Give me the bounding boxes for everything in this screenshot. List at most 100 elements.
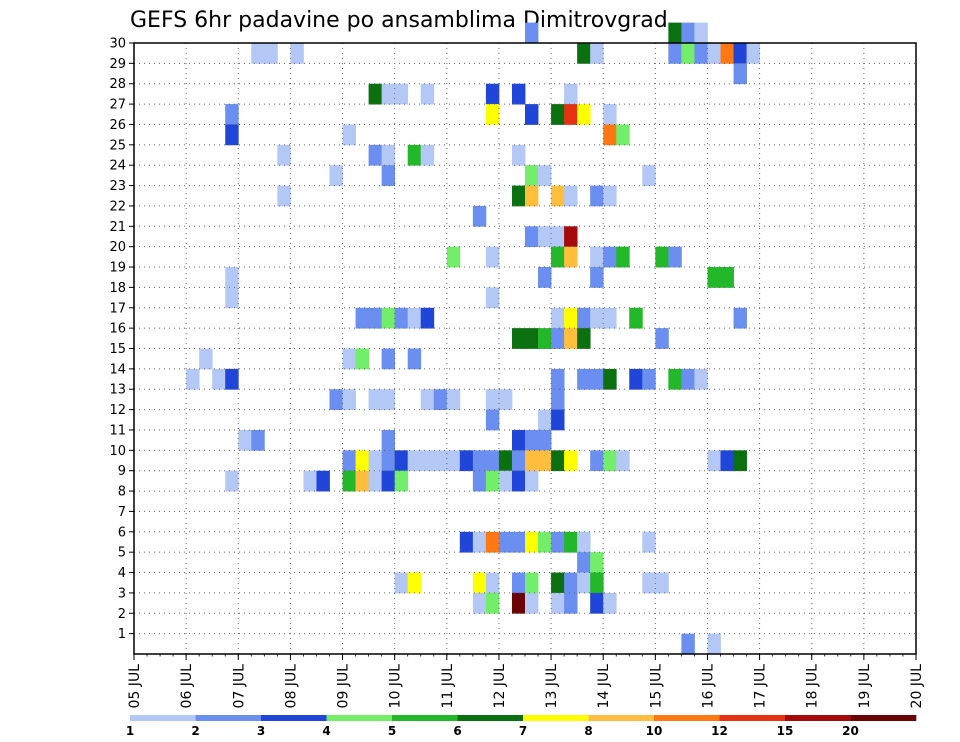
y-tick-label: 6 (118, 525, 126, 540)
colorbar-swatch (523, 715, 589, 721)
heatmap-cell (433, 389, 448, 410)
heatmap-cell (472, 572, 487, 594)
heatmap-cell (538, 328, 552, 349)
heatmap-cell (525, 592, 539, 614)
heatmap-cell (655, 328, 669, 349)
heatmap-cell (186, 368, 200, 390)
heatmap-cell (368, 307, 383, 329)
x-axis: 05 JUL 06 JUL 07 JUL 08 JUL 09 JUL 10 JUL 11 J… (127, 654, 925, 708)
heatmap-cell (212, 368, 226, 390)
x-tick-label: 11 JUL (440, 664, 456, 709)
y-tick-label: 10 (109, 444, 126, 459)
x-tick-label: 19 JUL (857, 664, 873, 709)
y-tick-label: 14 (109, 362, 126, 377)
heatmap-cell (420, 307, 435, 329)
heatmap-cell (407, 450, 422, 472)
heatmap-cell (525, 22, 539, 44)
y-tick-label: 12 (109, 403, 126, 418)
x-tick-label: 17 JUL (753, 664, 769, 709)
heatmap-cell (368, 144, 383, 166)
colorbar-swatch (588, 715, 655, 721)
heatmap-cell (472, 205, 487, 227)
heatmap-cell (603, 368, 617, 390)
heatmap-cell (564, 185, 578, 207)
x-tick-label: 05 JUL (127, 664, 143, 709)
grid-layer (134, 43, 916, 654)
heatmap-cell (564, 83, 578, 105)
heatmap-cell (538, 409, 552, 431)
colorbar-label: 15 (777, 724, 794, 738)
heatmap-cell (590, 43, 604, 64)
heatmap-cell (681, 43, 695, 64)
y-tick-label: 27 (109, 98, 126, 113)
heatmap-cell (511, 328, 526, 349)
heatmap-cell (225, 368, 239, 390)
y-tick-label: 11 (109, 423, 126, 438)
colorbar-label: 10 (646, 724, 663, 738)
heatmap-cell (381, 429, 396, 451)
heatmap-cell (394, 450, 409, 472)
heatmap-cell (642, 165, 656, 186)
heatmap-cell (538, 429, 552, 451)
x-tick-label: 10 JUL (388, 664, 404, 709)
colorbar-swatch (130, 715, 196, 721)
heatmap-cell (681, 22, 695, 44)
y-tick-label: 15 (109, 342, 126, 357)
heatmap-cell (525, 470, 539, 492)
heatmap-cell (381, 83, 396, 105)
y-tick-label: 9 (118, 464, 126, 479)
y-tick-label: 25 (109, 138, 126, 153)
y-tick-label: 4 (118, 566, 126, 581)
heatmap-cell (603, 450, 617, 472)
heatmap-cell (277, 144, 291, 166)
heatmap-cell (381, 144, 396, 166)
colorbar-label: 1 (126, 724, 134, 738)
heatmap-cell (551, 246, 565, 268)
heatmap-cell (668, 22, 682, 44)
heatmap-cell (525, 328, 539, 349)
heatmap-cell (485, 450, 500, 472)
colorbar-label: 20 (842, 724, 859, 738)
heatmap-cell (629, 368, 643, 390)
colorbar-swatch (261, 715, 327, 721)
heatmap-cell (355, 348, 369, 370)
y-axis: 1234567891011121314151617181920212223242… (109, 37, 134, 642)
heatmap-cell (485, 592, 500, 614)
heatmap-cell (355, 470, 369, 492)
heatmap-cell (459, 450, 474, 472)
heatmap-cell (590, 552, 604, 573)
heatmap-cell (603, 307, 617, 329)
heatmap-cell (485, 470, 500, 492)
x-tick-label: 07 JUL (231, 664, 247, 709)
y-tick-label: 29 (109, 57, 126, 72)
heatmap-cell (577, 531, 591, 553)
heatmap-cell (511, 144, 526, 166)
heatmap-cell (225, 267, 239, 288)
heatmap-cell (485, 104, 500, 125)
heatmap-cell (720, 450, 734, 472)
y-tick-label: 16 (109, 322, 126, 337)
y-tick-label: 24 (109, 159, 126, 174)
colorbar-label: 4 (322, 724, 330, 738)
heatmap-cell (707, 267, 721, 288)
heatmap-cell (225, 287, 239, 309)
heatmap-cell (551, 185, 565, 207)
heatmap-cell (538, 226, 552, 248)
heatmap-cell (733, 307, 747, 329)
heatmap-cell (733, 63, 747, 85)
heatmap-cell (668, 368, 682, 390)
heatmap-cell (485, 389, 500, 410)
heatmap-cell (342, 470, 356, 492)
heatmap-cell (694, 368, 708, 390)
heatmap-cell (394, 572, 409, 594)
heatmap-cell (577, 572, 591, 594)
heatmap-cell (707, 450, 721, 472)
heatmap-cell (420, 144, 435, 166)
heatmap-cell (225, 124, 239, 146)
x-tick-label: 16 JUL (700, 664, 716, 709)
heatmap-cell (668, 246, 682, 268)
heatmap-cell (251, 429, 265, 451)
y-tick-label: 28 (109, 77, 126, 92)
heatmap-cell (498, 450, 513, 472)
